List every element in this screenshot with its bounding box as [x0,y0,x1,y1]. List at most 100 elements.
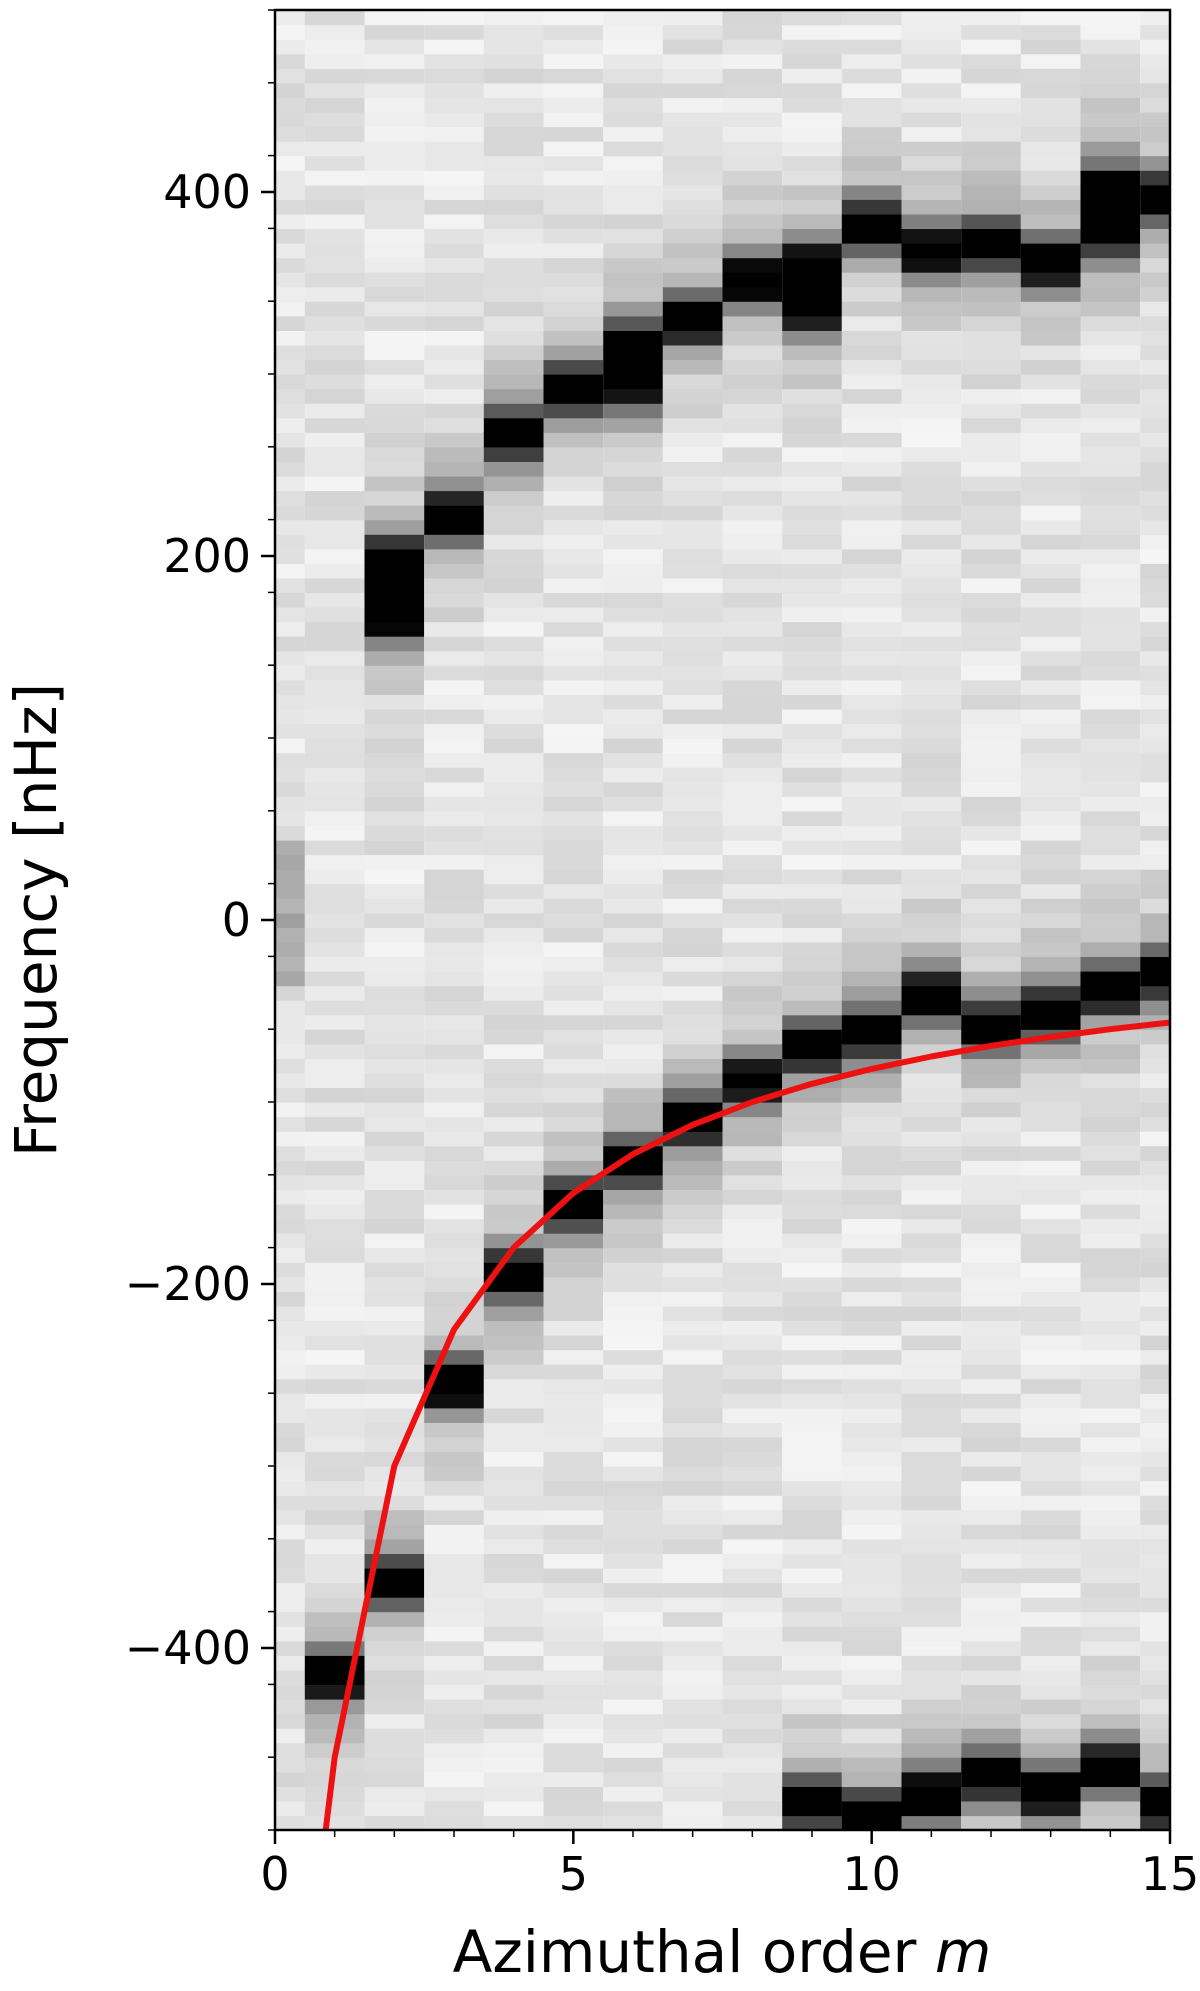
heatmap-cell [275,1160,305,1176]
heatmap-cell [543,228,604,244]
heatmap-cell [1140,1509,1170,1525]
heatmap-cell [364,141,425,157]
heatmap-cell [961,1291,1021,1307]
heatmap-cell [1080,286,1141,302]
heatmap-cell [424,927,484,943]
heatmap-cell [722,810,783,826]
heatmap-cell [304,97,365,113]
heatmap-cell [275,1626,305,1642]
heatmap-cell [901,1669,962,1685]
heatmap-cell [1020,810,1081,826]
heatmap-cell [483,1553,544,1569]
heatmap-cell [364,1757,425,1773]
heatmap-cell [364,228,425,244]
heatmap-cell [1140,1669,1170,1685]
heatmap-cell [961,388,1021,404]
heatmap-cell [782,679,842,695]
heatmap-cell [1020,869,1081,885]
heatmap-cell [275,1451,305,1467]
heatmap-cell [841,39,902,55]
heatmap-cell [304,1189,365,1205]
heatmap-cell [1080,1567,1141,1584]
heatmap-cell [275,1247,305,1263]
heatmap-cell [483,650,544,666]
heatmap-cell [782,1538,842,1554]
heatmap-cell [961,1233,1021,1249]
heatmap-cell [424,1728,484,1744]
heatmap-cell [722,956,783,972]
heatmap-cell [603,1713,663,1729]
heatmap-cell [483,723,544,739]
heatmap-cell [1140,97,1170,113]
heatmap-cell [1140,650,1170,666]
heatmap-cell [1080,155,1141,171]
heatmap-cell [304,971,365,987]
heatmap-cell [364,956,425,972]
heatmap-cell [543,1436,604,1453]
heatmap-cell [1140,10,1170,26]
heatmap-cell [1080,971,1141,987]
heatmap-cell [961,403,1021,419]
heatmap-cell [603,1611,663,1627]
heatmap-cell [424,1102,484,1118]
heatmap-cell [1020,607,1081,623]
heatmap-cell [782,1393,842,1409]
heatmap-cell [483,68,544,84]
heatmap-cell [662,519,723,535]
heatmap-cell [275,1757,305,1773]
heatmap-cell [901,184,962,200]
heatmap-cell [275,432,305,448]
heatmap-cell [662,475,723,492]
heatmap-cell [275,1393,305,1409]
heatmap-cell [1080,1102,1141,1118]
heatmap-cell [364,1320,425,1336]
heatmap-cell [603,1291,663,1307]
heatmap-cell [662,1422,723,1438]
heatmap-cell [543,1160,604,1176]
heatmap-cell [662,912,723,928]
heatmap-cell [722,1131,783,1147]
heatmap-cell [841,1349,902,1365]
heatmap-cell [1080,417,1141,433]
heatmap-cell [424,708,484,725]
heatmap-cell [782,1640,842,1656]
heatmap-cell [1020,1538,1081,1554]
heatmap-cell [483,1815,544,1830]
heatmap-cell [275,286,305,302]
heatmap-cell [483,39,544,55]
heatmap-cell [662,1466,723,1482]
heatmap-cell [483,679,544,695]
heatmap-cell [543,24,604,40]
heatmap-cell [961,898,1021,914]
heatmap-cell [364,519,425,535]
heatmap-cell [1140,665,1170,681]
heatmap-cell [483,752,544,768]
heatmap-cell [1080,956,1141,972]
heatmap-cell [603,1393,663,1409]
heatmap-cell [901,330,962,346]
heatmap-cell [483,1582,544,1598]
heatmap-cell [275,1291,305,1307]
heatmap-cell [782,796,842,812]
heatmap-cell [424,243,484,259]
x-axis-label-text: Azimuthal order [453,1918,935,1986]
heatmap-cell [1020,111,1081,128]
heatmap-cell [1020,1378,1081,1394]
heatmap-cell [722,1393,783,1409]
heatmap-cell [364,927,425,943]
heatmap-cell [662,1611,723,1627]
heatmap-cell [901,1131,962,1147]
heatmap-cell [275,1669,305,1685]
heatmap-cell [961,53,1021,69]
heatmap-cell [1140,534,1170,550]
heatmap-cell [543,1451,604,1467]
heatmap-cell [722,1000,783,1016]
heatmap-cell [901,1320,962,1336]
heatmap-cell [662,1014,723,1030]
heatmap-cell [543,213,604,229]
heatmap-cell [782,752,842,768]
heatmap-cell [961,621,1021,637]
heatmap-cell [1020,534,1081,550]
heatmap-cell [603,592,663,608]
heatmap-cell [961,111,1021,128]
